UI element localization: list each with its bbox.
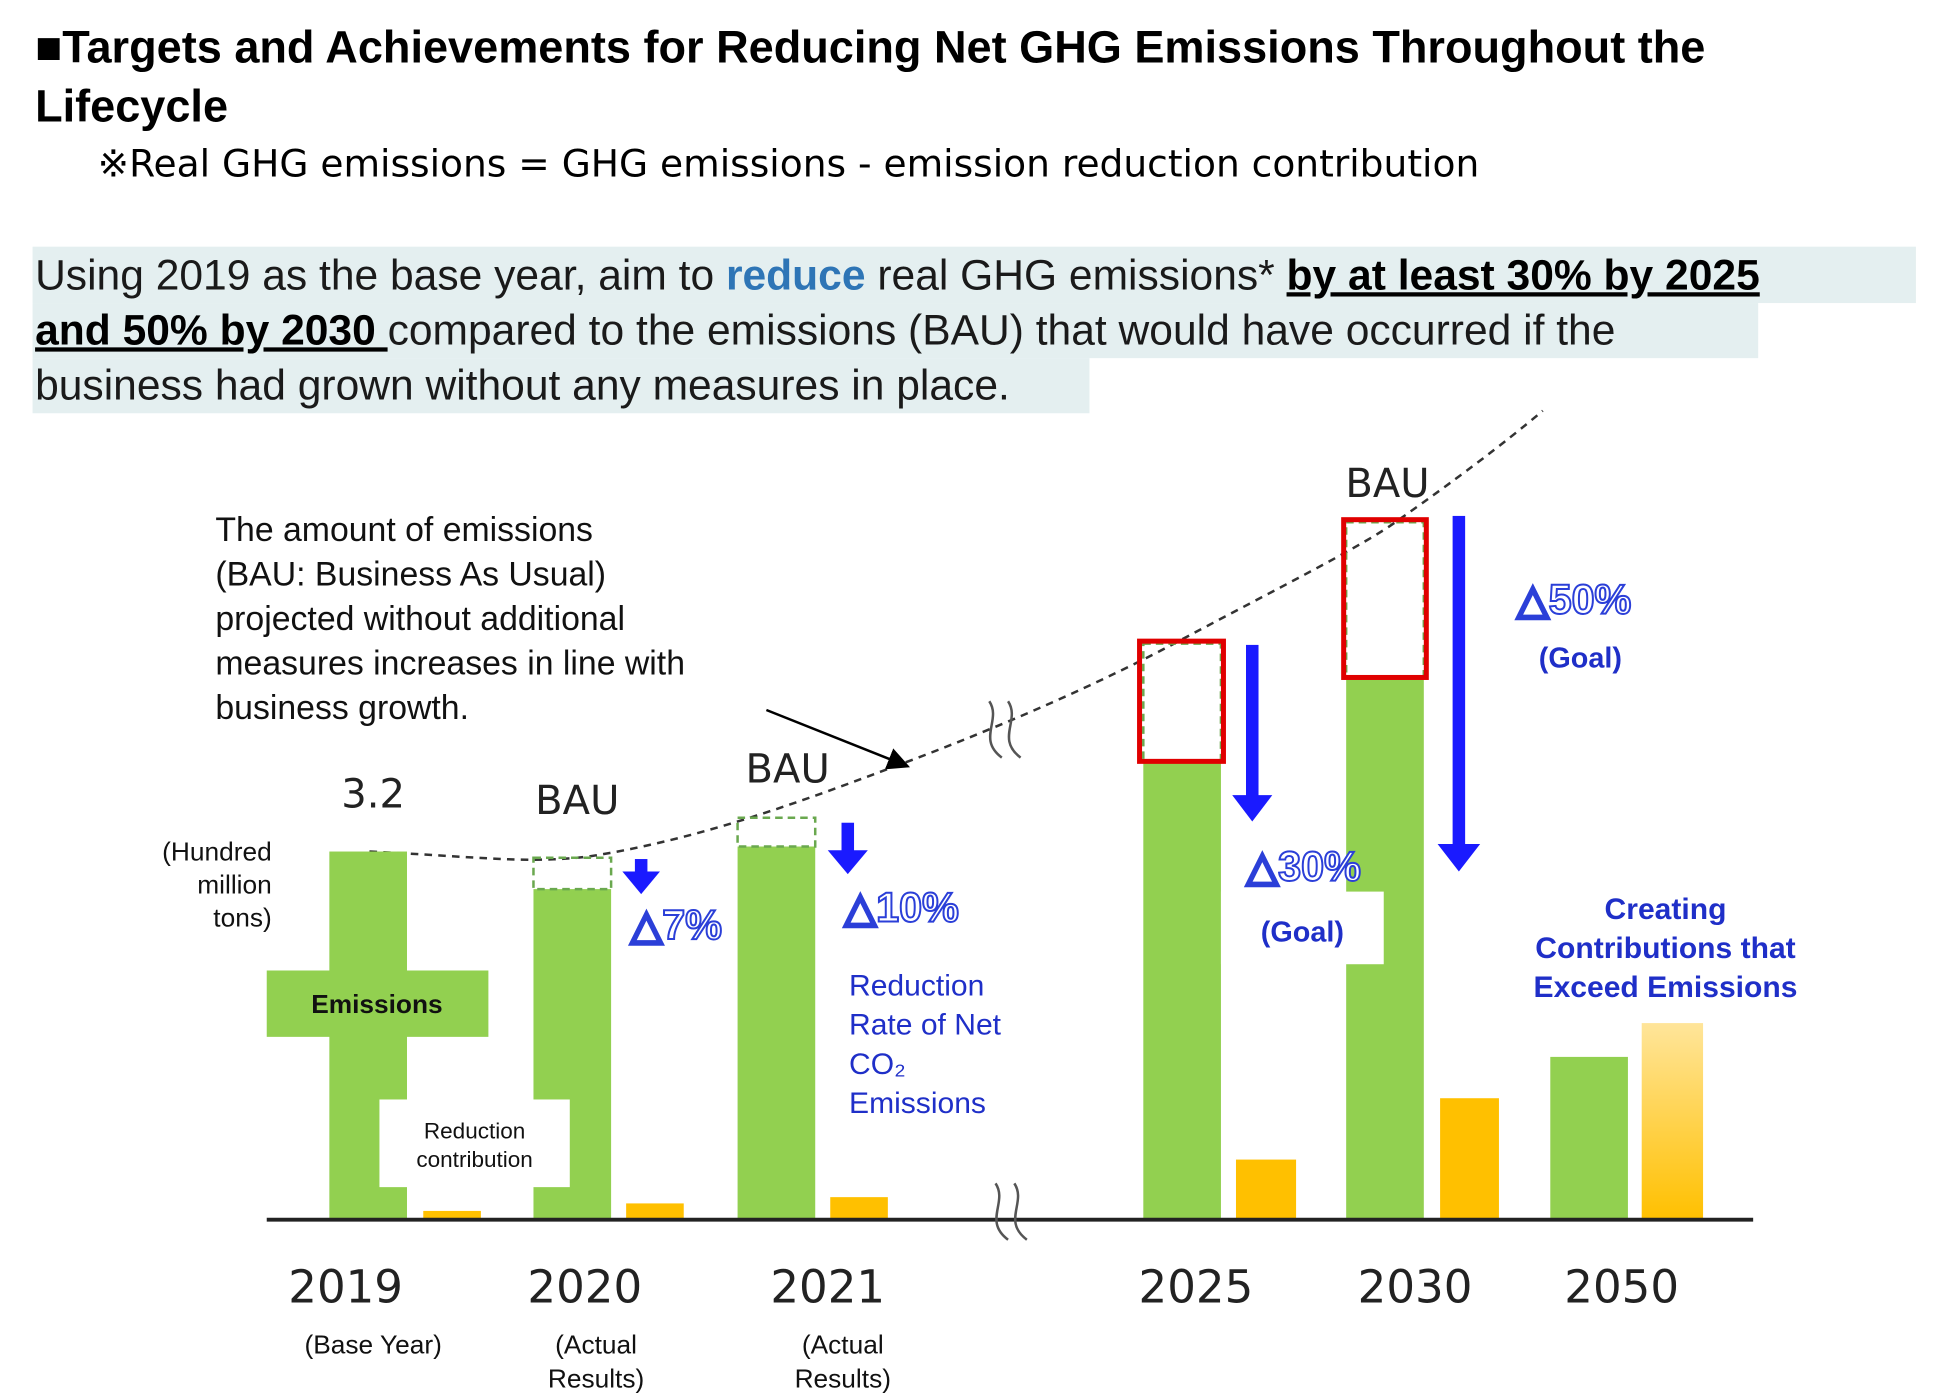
emission-bar [1143,761,1221,1220]
statement-line: Using 2019 as the base year, aim to redu… [35,251,1760,299]
year-sublabel: (Actual [802,1330,884,1360]
goal-2050-label: Exceed Emissions [1534,971,1798,1004]
contribution-bar [830,1197,888,1220]
year-sublabel: Results) [548,1363,644,1393]
title: Lifecycle [35,80,228,131]
goal-label: (Goal) [1539,642,1622,674]
reduction-label: △7% [629,902,721,948]
note: ※Real GHG emissions = GHG emissions - em… [98,142,1480,186]
bau-box [532,856,613,891]
contribution-label: Reduction [424,1118,525,1143]
bau-label: BAU [535,778,619,824]
statement-segment: compared to the emissions (BAU) that wou… [388,306,1616,354]
annotation: business growth. [215,689,469,727]
statement-segment: real GHG emissions* [866,251,1287,299]
year-sublabel: (Base Year) [305,1330,442,1360]
contribution-label: contribution [416,1147,533,1172]
year-label: 2030 [1358,1260,1473,1313]
bau-label: BAU [1345,461,1429,507]
annotation: The amount of emissions [215,511,593,549]
unit-label: million [197,869,271,899]
year-sublabel: (Actual [555,1330,637,1360]
reduction-label: △30% [1245,843,1360,889]
unit-label: (Hundred [162,836,272,866]
year-label: 2021 [770,1260,885,1313]
axis-break [988,700,1022,759]
bau-box [736,816,817,848]
statement-segment: business had grown without any measures … [35,361,1010,409]
goal-2050-label: Creating [1605,893,1727,926]
reduction-label: △50% [1516,577,1631,623]
contribution-bar [1440,1098,1499,1220]
contribution-bar [1235,1159,1297,1220]
contribution-bar [1641,1023,1704,1220]
unit-label: tons) [213,903,271,933]
statement-segment: and 50% by 2030 [35,306,388,354]
goal-2050-label: Contributions that [1535,932,1795,965]
emissions-label: Emissions [311,989,442,1019]
goal-label: (Goal) [1261,917,1344,949]
diagram [266,409,1754,1241]
year-label: 2050 [1564,1260,1679,1313]
arrow-shaft [1245,644,1259,798]
arrow-shaft [841,822,855,853]
highlight [32,246,1916,304]
arrow-head [827,850,868,875]
highlight [32,303,1759,359]
rate-label: CO₂ [849,1048,906,1081]
emission-bar [737,846,816,1220]
bau-label: BAU [746,747,830,793]
year-label: 2019 [288,1260,403,1313]
year-sublabel: Results) [795,1363,891,1393]
rate-label: Reduction [849,970,984,1003]
arrow-head [622,871,660,895]
goal-box [1220,891,1384,965]
arrow-shaft [634,859,648,875]
annotation: (BAU: Business As Usual) [215,555,606,593]
rate-label: Emissions [849,1087,986,1120]
year-label: 2020 [527,1260,642,1313]
pointer-arrow [765,708,910,770]
arrow-head [1232,795,1273,822]
contribution-bar [423,1210,481,1220]
statement-line: and 50% by 2030 compared to the emission… [35,306,1615,354]
statement-segment: by at least 30% by 2025 [1287,251,1760,299]
statement-segment: reduce [726,251,866,299]
title: ■Targets and Achievements for Reducing N… [35,22,1705,73]
reduction-label: △10% [843,885,958,931]
red-box [1137,638,1226,764]
axis-break [994,1182,1028,1241]
emission-bar [1550,1056,1628,1220]
statement-segment: Using 2019 as the base year, aim to [35,251,726,299]
contribution-bar [626,1203,684,1220]
annotation: projected without additional [215,600,625,638]
reduction-arrows [622,515,1481,895]
highlight [32,358,1090,414]
annotation: measures increases in line with [215,644,685,682]
contribution-label-box [379,1099,570,1188]
red-box [1341,517,1429,680]
arrow-shaft [1452,515,1466,847]
bau-curve [369,409,1544,861]
emissions-label-box [266,970,489,1037]
rate-label: Rate of Net [849,1009,1002,1042]
year-label: 2025 [1139,1260,1254,1313]
arrow-head [1437,844,1481,872]
statement-line: business had grown without any measures … [35,361,1010,409]
base-value: 3.2 [341,772,405,818]
